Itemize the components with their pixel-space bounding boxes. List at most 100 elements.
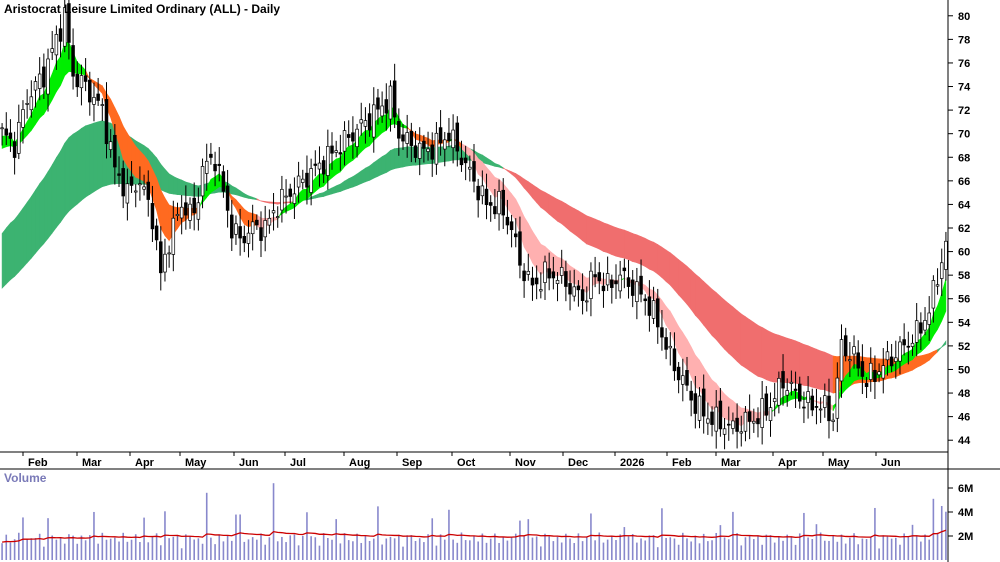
candle-down	[154, 225, 159, 241]
candle-up	[697, 395, 702, 421]
short-band-segment	[511, 192, 517, 222]
long-band-segment	[398, 147, 404, 169]
volume-bar	[55, 539, 58, 560]
long-band-segment	[14, 213, 20, 278]
long-band-segment	[181, 179, 187, 196]
long-band-segment	[565, 203, 571, 232]
long-band-segment	[1, 227, 7, 289]
short-band-segment	[933, 305, 938, 337]
candle-up	[326, 146, 330, 176]
volume-bar	[840, 534, 843, 560]
candle-up	[263, 220, 267, 238]
volume-bar	[281, 536, 283, 560]
long-band-segment	[791, 339, 796, 384]
long-band-segment	[35, 182, 40, 254]
volume-bar	[698, 543, 701, 560]
long-band-segment	[594, 218, 600, 250]
short-band-segment	[56, 55, 61, 93]
long-band-segment	[603, 222, 608, 254]
candle-down	[221, 171, 226, 192]
long-band-segment	[85, 124, 91, 198]
long-band-segment	[548, 194, 554, 219]
short-band-segment	[661, 299, 667, 326]
candle-up	[785, 390, 789, 396]
candle-up	[380, 105, 384, 117]
long-band-segment	[674, 255, 679, 296]
long-band-segment	[31, 189, 36, 259]
candle-down	[856, 352, 860, 369]
short-band-segment	[920, 332, 926, 353]
volume-bar	[790, 537, 793, 560]
short-band-segment	[695, 354, 700, 391]
price-tick-label: 50	[958, 364, 970, 376]
candle-up	[559, 267, 564, 276]
candle-up	[301, 178, 305, 183]
volume-bar	[903, 533, 905, 560]
volume-bar	[197, 538, 200, 560]
long-band-segment	[937, 346, 943, 353]
long-band-segment	[56, 150, 61, 229]
candle-down	[701, 388, 706, 417]
candle-down	[843, 335, 848, 357]
short-band-segment	[573, 268, 579, 286]
volume-bar	[310, 536, 312, 560]
candle-up	[497, 191, 501, 215]
volume-bar	[611, 535, 613, 560]
volume-bar	[815, 524, 818, 560]
long-band-segment	[394, 147, 400, 169]
candle-up	[877, 371, 881, 376]
candle-up	[79, 75, 84, 89]
volume-bar	[648, 535, 651, 560]
candle-up	[179, 206, 184, 219]
month-tick-label: Feb	[672, 457, 692, 469]
volume-bar	[356, 533, 358, 560]
volume-bar	[824, 540, 826, 560]
candle-down	[192, 197, 196, 214]
candle-up	[271, 210, 276, 214]
long-band-segment	[239, 190, 245, 198]
candle-up	[543, 261, 547, 283]
volume-bar	[514, 533, 517, 560]
candle-down	[643, 298, 647, 302]
volume-bar	[30, 538, 33, 560]
short-band-segment	[707, 372, 713, 411]
volume-bar	[861, 538, 864, 560]
short-band-segment	[690, 346, 696, 388]
candle-down	[242, 236, 247, 244]
candle-up	[296, 175, 301, 188]
candle-down	[8, 132, 13, 139]
short-band-segment	[131, 138, 137, 179]
volume-bar	[661, 508, 663, 560]
volume-bar	[256, 539, 258, 560]
candle-up	[935, 284, 940, 287]
price-tick-label: 56	[958, 294, 970, 306]
candle-down	[113, 134, 117, 168]
month-tick-label: May	[828, 457, 850, 469]
long-band-segment	[766, 329, 771, 382]
candle-up	[434, 132, 439, 165]
volume-bar	[381, 544, 383, 560]
month-tick-label: Jun	[239, 457, 259, 469]
candle-down	[547, 268, 551, 279]
long-band-segment	[168, 173, 174, 195]
candle-down	[902, 339, 906, 346]
long-band-segment	[803, 343, 809, 387]
short-band-segment	[924, 326, 930, 349]
short-band-segment	[711, 379, 717, 410]
short-band-segment	[724, 393, 730, 421]
long-band-segment	[661, 246, 667, 283]
candle-up	[605, 273, 610, 286]
volume-bar	[264, 544, 266, 560]
volume-bar	[590, 513, 592, 560]
candle-down	[656, 298, 660, 328]
candle-up	[931, 280, 936, 309]
volume-bar	[485, 542, 488, 560]
long-band-segment	[72, 131, 78, 209]
price-tick-label: 48	[958, 388, 970, 400]
volume-bar	[9, 542, 12, 560]
candle-up	[372, 104, 376, 138]
candle-down	[159, 241, 163, 274]
candle-down	[476, 185, 480, 201]
long-band-segment	[657, 244, 663, 279]
short-band-segment	[402, 123, 408, 129]
